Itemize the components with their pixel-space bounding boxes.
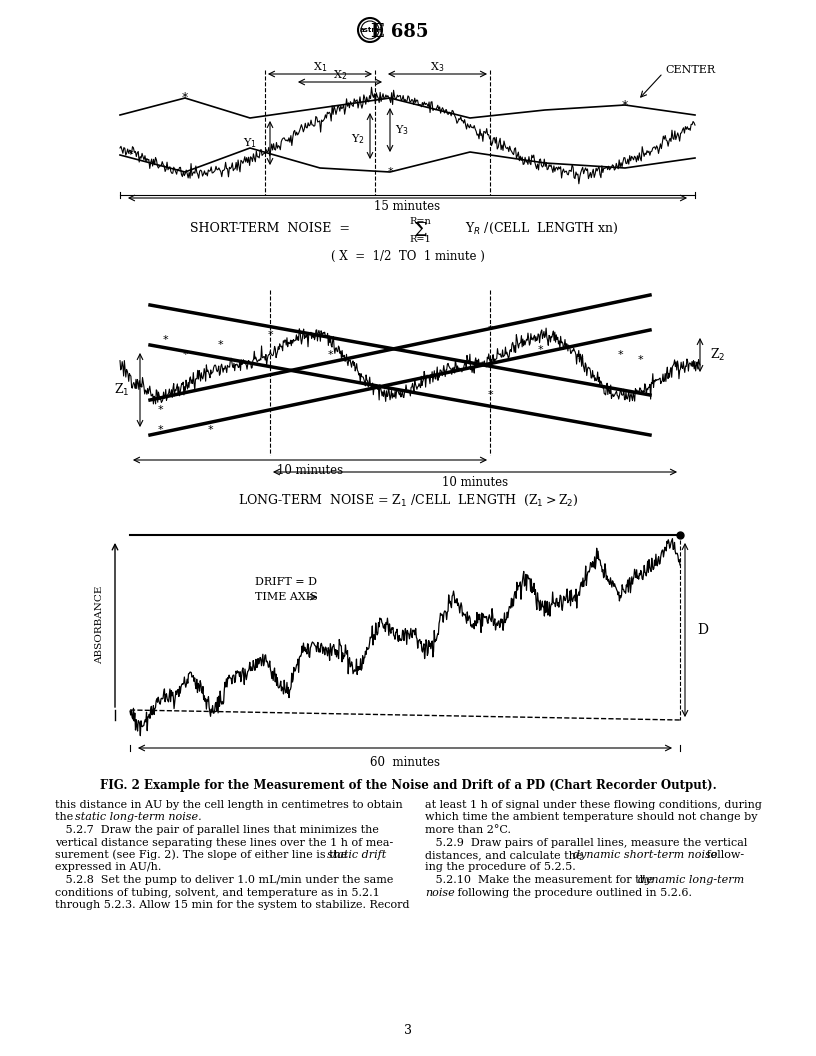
Text: Σ: Σ	[413, 222, 427, 240]
Text: X$_2$: X$_2$	[333, 68, 347, 82]
Text: static long-term noise.: static long-term noise.	[75, 812, 202, 823]
Text: ing the procedure of 5.2.5.: ing the procedure of 5.2.5.	[425, 863, 576, 872]
Text: Z$_2$: Z$_2$	[710, 347, 725, 363]
Text: more than 2°C.: more than 2°C.	[425, 825, 511, 835]
Text: *: *	[162, 335, 168, 345]
Text: follow-: follow-	[703, 850, 744, 860]
Text: *: *	[327, 350, 333, 360]
Text: 15 minutes: 15 minutes	[375, 201, 441, 213]
Text: R=1: R=1	[409, 235, 431, 245]
Text: ABSORBANCE: ABSORBANCE	[95, 586, 104, 664]
Text: 10 minutes: 10 minutes	[442, 475, 508, 489]
Text: 5.2.9  Draw pairs of parallel lines, measure the vertical: 5.2.9 Draw pairs of parallel lines, meas…	[425, 837, 747, 848]
Text: X$_1$: X$_1$	[313, 60, 327, 74]
Text: the: the	[55, 812, 77, 823]
Text: 5.2.7  Draw the pair of parallel lines that minimizes the: 5.2.7 Draw the pair of parallel lines th…	[55, 825, 379, 835]
Text: *: *	[487, 325, 493, 335]
Text: Y$_1$: Y$_1$	[243, 136, 257, 150]
Text: R=n: R=n	[409, 216, 431, 226]
Text: astm: astm	[360, 27, 380, 33]
Text: TIME AXIS: TIME AXIS	[255, 592, 318, 602]
Text: *: *	[487, 390, 493, 400]
Text: through 5.2.3. Allow 15 min for the system to stabilize. Record: through 5.2.3. Allow 15 min for the syst…	[55, 900, 410, 910]
Text: Y$_3$: Y$_3$	[395, 124, 409, 137]
Text: *: *	[182, 92, 188, 105]
Text: this distance in AU by the cell length in centimetres to obtain: this distance in AU by the cell length i…	[55, 800, 403, 810]
Text: SHORT-TERM  NOISE  =: SHORT-TERM NOISE =	[190, 222, 350, 234]
Text: Y$_R$ /(CELL  LENGTH xn): Y$_R$ /(CELL LENGTH xn)	[465, 221, 619, 235]
Text: 5.2.8  Set the pump to deliver 1.0 mL/min under the same: 5.2.8 Set the pump to deliver 1.0 mL/min…	[55, 875, 393, 885]
Text: noise: noise	[425, 887, 455, 898]
Text: expressed in AU/h.: expressed in AU/h.	[55, 863, 162, 872]
Text: Y$_2$: Y$_2$	[351, 132, 365, 146]
Text: *: *	[127, 150, 133, 161]
Text: 60  minutes: 60 minutes	[370, 755, 440, 769]
Text: X$_3$: X$_3$	[430, 60, 445, 74]
Text: following the procedure outlined in 5.2.6.: following the procedure outlined in 5.2.…	[454, 887, 692, 898]
Text: conditions of tubing, solvent, and temperature as in 5.2.1: conditions of tubing, solvent, and tempe…	[55, 887, 379, 898]
Text: distances, and calculate the: distances, and calculate the	[425, 850, 586, 860]
Text: 10 minutes: 10 minutes	[277, 464, 343, 476]
Text: Z$_1$: Z$_1$	[114, 382, 130, 398]
Text: D: D	[697, 623, 708, 637]
Text: DRIFT = D: DRIFT = D	[255, 577, 317, 587]
Text: dynamic short-term noise: dynamic short-term noise	[573, 850, 717, 860]
Text: which time the ambient temperature should not change by: which time the ambient temperature shoul…	[425, 812, 757, 823]
Text: surement (see Fig. 2). The slope of either line is the: surement (see Fig. 2). The slope of eith…	[55, 850, 351, 861]
Text: *: *	[207, 425, 213, 435]
Text: *: *	[577, 355, 583, 365]
Text: vertical distance separating these lines over the 1 h of mea-: vertical distance separating these lines…	[55, 837, 393, 848]
Text: E 685: E 685	[371, 23, 428, 41]
Text: *: *	[537, 345, 543, 355]
Text: *: *	[637, 355, 643, 365]
Text: *: *	[267, 329, 273, 340]
Text: *: *	[617, 350, 623, 360]
Text: at least 1 h of signal under these flowing conditions, during: at least 1 h of signal under these flowi…	[425, 800, 762, 810]
Text: *: *	[182, 350, 188, 360]
Text: *: *	[157, 425, 163, 435]
Text: dynamic long-term: dynamic long-term	[638, 875, 744, 885]
Text: *: *	[217, 340, 223, 350]
Text: *: *	[622, 98, 628, 112]
Text: *: *	[157, 406, 163, 415]
Text: *: *	[387, 167, 392, 177]
Text: FIG. 2 Example for the Measurement of the Noise and Drift of a PD (Chart Recorde: FIG. 2 Example for the Measurement of th…	[100, 778, 716, 792]
Text: LONG-TERM  NOISE = Z$_1$ /CELL  LENGTH  (Z$_1$$>$Z$_2$): LONG-TERM NOISE = Z$_1$ /CELL LENGTH (Z$…	[237, 492, 579, 508]
Text: CENTER: CENTER	[665, 65, 715, 75]
Text: 3: 3	[404, 1023, 412, 1037]
Text: ( X  =  1/2  TO  1 minute ): ( X = 1/2 TO 1 minute )	[331, 249, 485, 263]
Text: 5.2.10  Make the measurement for the: 5.2.10 Make the measurement for the	[425, 875, 657, 885]
Text: static drift: static drift	[327, 850, 386, 860]
